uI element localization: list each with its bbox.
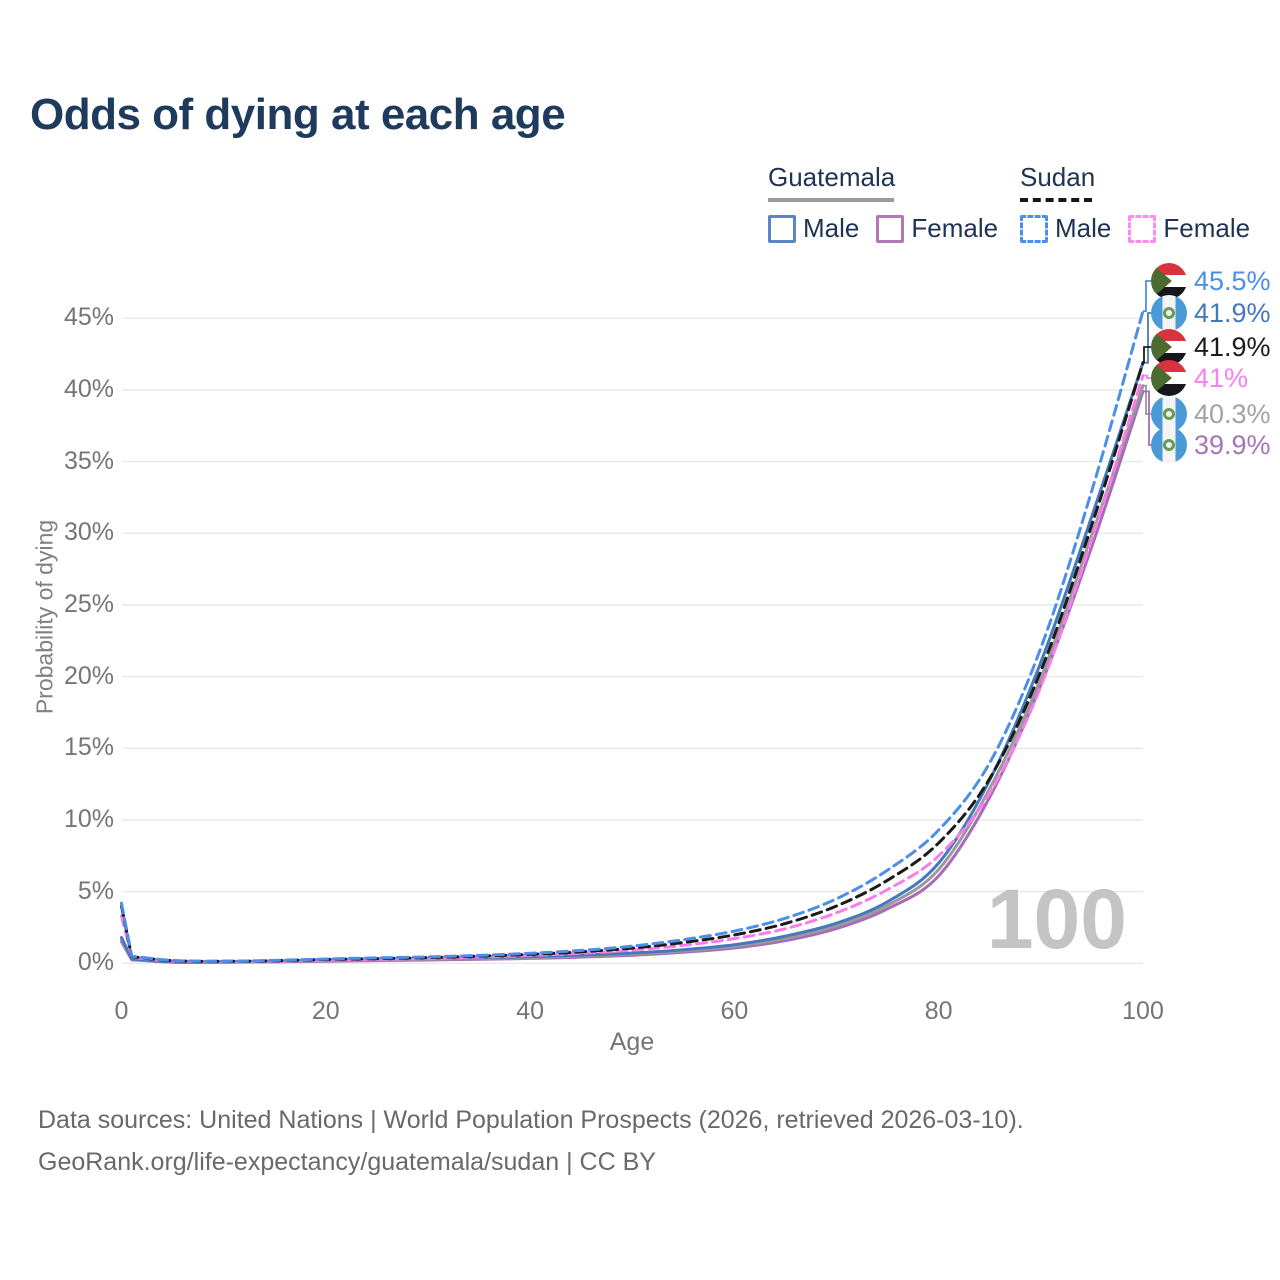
legend-swatch-sudan-male[interactable] <box>1020 214 1048 243</box>
x-tick-label: 0 <box>114 997 129 1025</box>
leader-line-sudan <box>1143 346 1154 364</box>
flag-emblem <box>1163 439 1175 451</box>
y-tick-label: 45% <box>63 303 114 332</box>
flag-triangle <box>1151 360 1172 396</box>
end-label-sudan-female: 41% <box>1151 360 1248 396</box>
leader-line-guatemala <box>1143 384 1154 415</box>
flag-triangle <box>1151 263 1172 299</box>
end-value-text: 39.9% <box>1194 429 1271 460</box>
leader-line-sudan-female <box>1143 374 1154 379</box>
y-tick-label: 0% <box>77 948 114 977</box>
x-tick-label: 100 <box>1122 997 1164 1025</box>
age-watermark: 100 <box>987 872 1127 966</box>
legend-swatch-guatemala-male[interactable] <box>768 214 796 243</box>
end-value-text: 41% <box>1194 362 1249 393</box>
end-value-text: 41.9% <box>1194 297 1271 328</box>
x-tick-label: 20 <box>311 997 340 1025</box>
dashed-line-sample <box>1020 198 1092 202</box>
gridlines <box>122 317 1143 964</box>
legend-item-guatemala-male[interactable]: Male <box>803 213 860 243</box>
guatemala-flag-icon <box>1151 295 1187 331</box>
end-label-sudan: 41.9% <box>1151 329 1271 365</box>
y-tick-label: 35% <box>63 446 114 475</box>
y-tick-label: 15% <box>63 733 114 762</box>
guatemala-flag-icon <box>1151 427 1187 463</box>
legend-group-guatemala: Guatemala Male Female <box>768 162 1015 244</box>
data-source-note: Data sources: United Nations | World Pop… <box>38 1106 1024 1134</box>
legend-item-guatemala-female[interactable]: Female <box>911 213 999 243</box>
leader-line-sudan-male <box>1143 280 1154 312</box>
end-label-guatemala-male: 41.9% <box>1151 295 1271 331</box>
y-tick-label: 25% <box>63 589 114 618</box>
legend-group-label: Sudan <box>1020 162 1096 192</box>
attribution-note: GeoRank.org/life-expectancy/guatemala/su… <box>38 1148 656 1176</box>
legend-group-sudan: Sudan Male Female <box>1020 162 1267 244</box>
y-tick-label: 30% <box>63 518 114 547</box>
page-title: Odds of dying at each age <box>30 90 566 139</box>
legend-item-sudan-female[interactable]: Female <box>1163 213 1251 243</box>
end-label-sudan-male: 45.5% <box>1151 263 1271 299</box>
x-tick-label: 40 <box>516 997 544 1025</box>
legend-swatch-guatemala-female[interactable] <box>876 214 905 243</box>
sudan-flag-icon <box>1151 263 1187 299</box>
series-line-sudan-male[interactable] <box>120 309 1145 963</box>
y-tick-label: 5% <box>77 876 114 905</box>
x-tick-label: 60 <box>720 997 749 1025</box>
legend-swatch-sudan-female[interactable] <box>1128 214 1157 243</box>
flag-emblem <box>1163 408 1175 420</box>
legend-item-sudan-male[interactable]: Male <box>1055 213 1112 243</box>
y-tick-label: 10% <box>63 804 114 833</box>
y-tick-label: 40% <box>63 374 114 403</box>
end-label-guatemala: 40.3% <box>1151 396 1271 432</box>
flag-emblem <box>1163 307 1175 319</box>
end-value-text: 40.3% <box>1194 398 1271 429</box>
x-tick-label: 80 <box>924 997 953 1025</box>
sudan-flag-icon <box>1151 360 1187 396</box>
y-tick-label: 20% <box>63 661 114 690</box>
y-axis-title: Probability of dying <box>31 519 58 715</box>
x-axis-title: Age <box>609 1028 655 1056</box>
solid-line-sample <box>768 198 894 202</box>
end-label-guatemala-female: 39.9% <box>1151 427 1271 463</box>
series-line-sudan[interactable] <box>120 361 1145 963</box>
legend-group-label: Guatemala <box>768 162 896 192</box>
end-value-text: 45.5% <box>1194 265 1271 296</box>
guatemala-flag-icon <box>1151 396 1187 432</box>
end-value-text: 41.9% <box>1194 331 1271 362</box>
sudan-flag-icon <box>1151 329 1187 365</box>
